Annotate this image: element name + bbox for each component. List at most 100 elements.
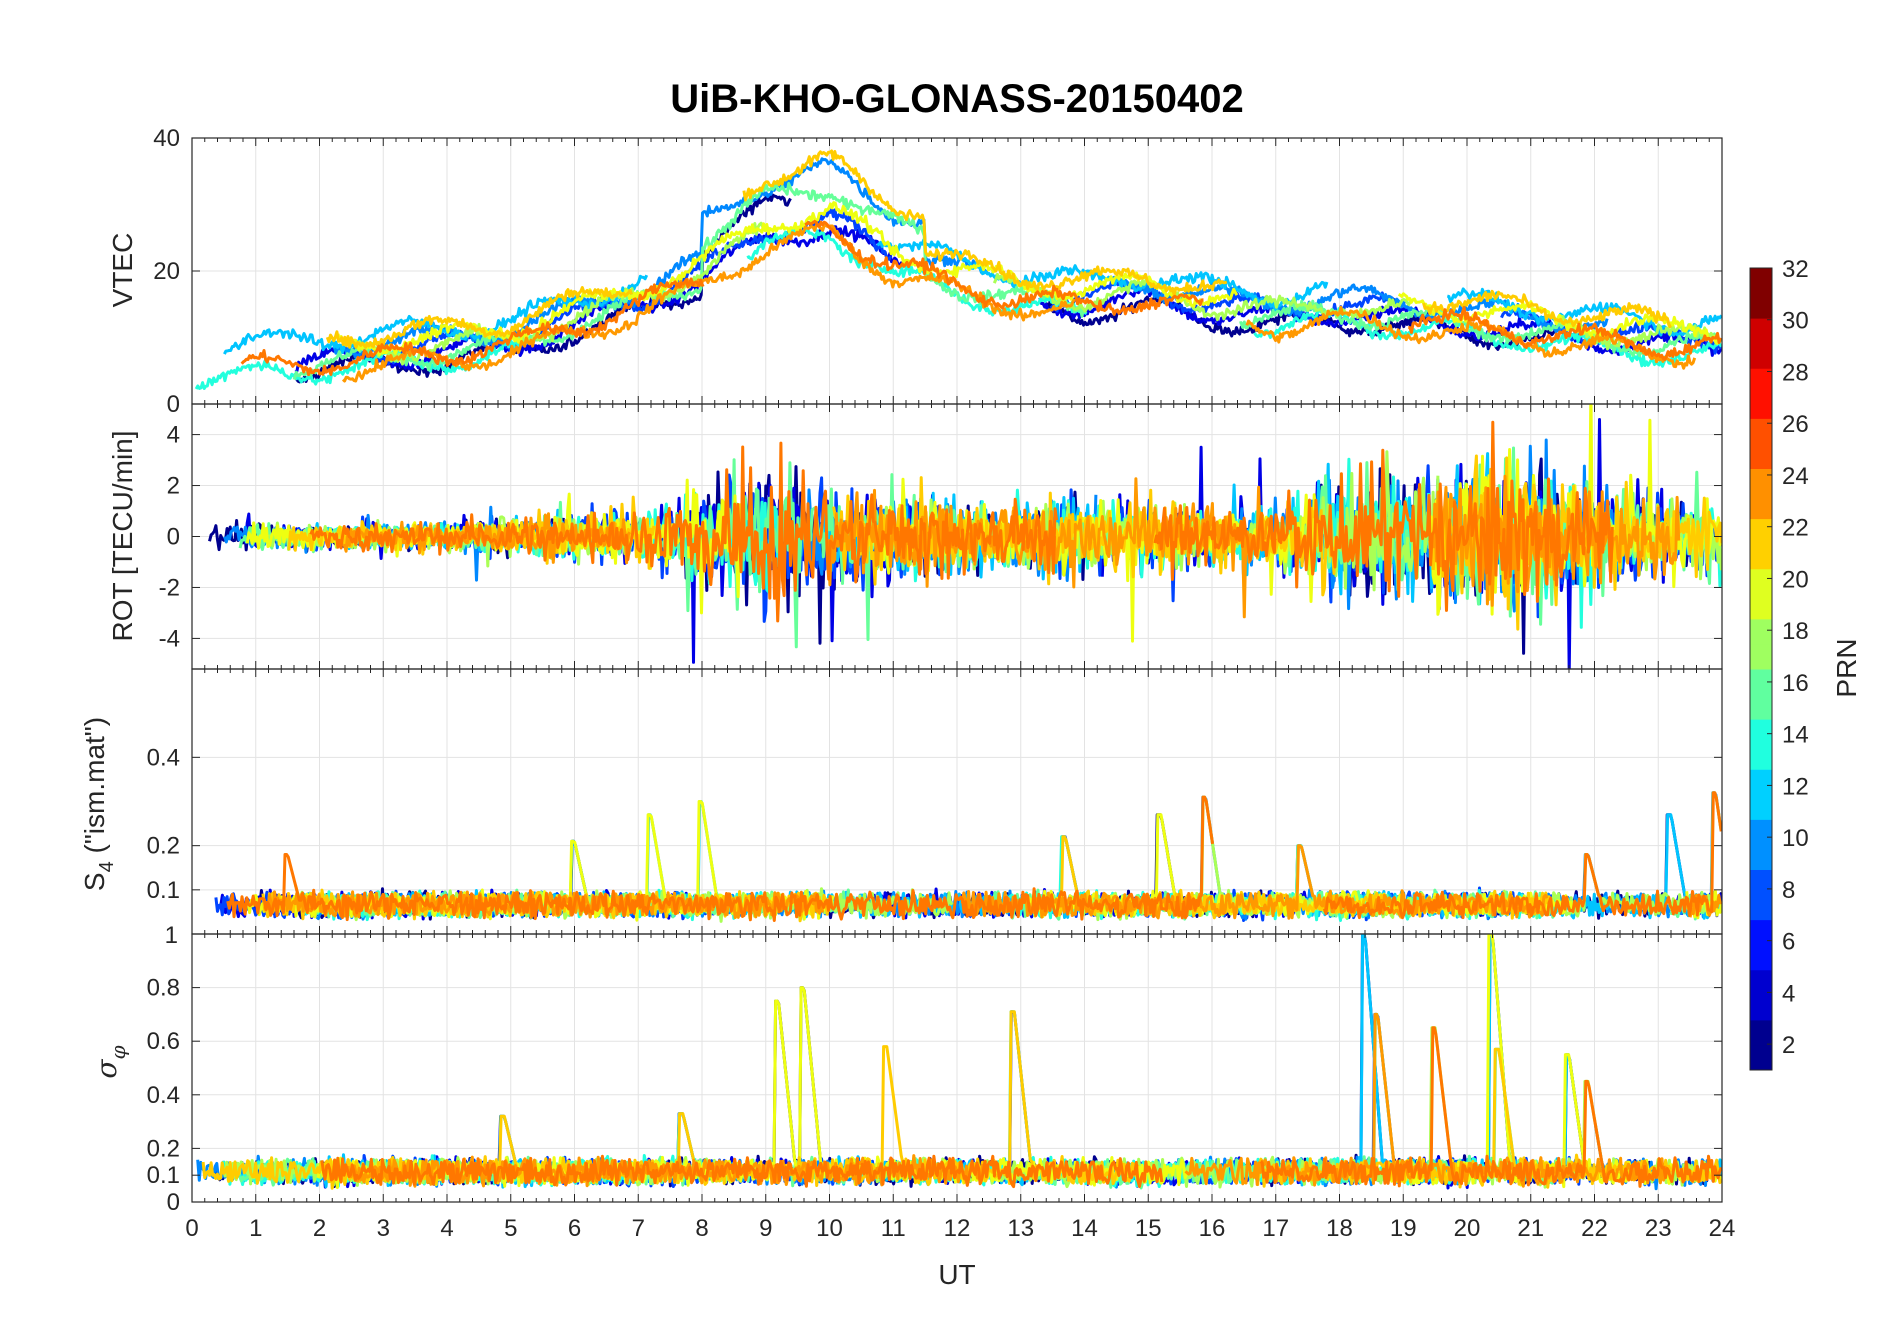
x-tick-label: 22 xyxy=(1581,1215,1608,1242)
series-line xyxy=(1408,305,1722,362)
x-tick-label: 23 xyxy=(1645,1215,1672,1242)
colorbar-segment xyxy=(1750,844,1772,870)
series-line xyxy=(1239,299,1722,358)
x-tick-label: 17 xyxy=(1262,1215,1289,1242)
y-tick-label: 0.4 xyxy=(147,1082,180,1109)
y-axis-label: ROT [TECU/min] xyxy=(107,430,138,641)
colorbar-segment xyxy=(1750,794,1772,820)
colorbar-segment xyxy=(1750,869,1772,896)
colorbar-tick-label: 28 xyxy=(1782,359,1809,386)
colorbar-segment xyxy=(1750,618,1772,645)
x-tick-label: 8 xyxy=(695,1215,708,1242)
y-tick-label: 0.8 xyxy=(147,975,180,1002)
y-tick-label: 0.6 xyxy=(147,1028,180,1055)
colorbar-segment xyxy=(1750,343,1772,369)
x-tick-label: 4 xyxy=(440,1215,453,1242)
x-axis-label: UT xyxy=(938,1259,975,1290)
ytick-label-top-1: 1 xyxy=(165,922,178,949)
series-line xyxy=(1263,934,1577,1187)
colorbar-segment xyxy=(1750,268,1772,294)
series-line xyxy=(226,795,1215,922)
colorbar-tick-label: 20 xyxy=(1782,566,1809,593)
colorbar-tick-label: 16 xyxy=(1782,670,1809,697)
x-tick-label: 6 xyxy=(568,1215,581,1242)
series-line xyxy=(1153,420,1614,612)
x-tick-label: 24 xyxy=(1709,1215,1736,1242)
colorbar-segment xyxy=(1750,568,1772,595)
colorbar-segment xyxy=(1750,543,1772,570)
colorbar-segment xyxy=(1750,318,1772,344)
series-line xyxy=(1244,934,1722,1188)
colorbar-tick-label: 6 xyxy=(1782,929,1795,956)
colorbar-segment xyxy=(1750,643,1772,670)
colorbar-label: PRN xyxy=(1831,638,1862,697)
colorbar-segment xyxy=(1750,669,1772,695)
y-tick-label: 0.2 xyxy=(147,833,180,860)
series-line xyxy=(1049,279,1406,323)
x-tick-label: 5 xyxy=(504,1215,517,1242)
y-tick-label: 0 xyxy=(167,524,180,551)
y-axis-label: σφ xyxy=(90,1045,130,1078)
y-axis-label: S4 ("ism.mat") xyxy=(79,717,118,891)
series-line xyxy=(292,182,1086,380)
colorbar-segment xyxy=(1750,1044,1772,1071)
colorbar-segment xyxy=(1750,969,1772,996)
colorbar-segment xyxy=(1750,293,1772,319)
series-line xyxy=(1111,275,1609,337)
colorbar-tick-label: 24 xyxy=(1782,463,1809,490)
y-tick-label: -2 xyxy=(159,574,180,601)
colorbar-segment xyxy=(1750,919,1772,946)
series-line xyxy=(665,986,1131,1188)
series-line xyxy=(325,286,634,349)
panel-vtec: 0 20 40 VTEC xyxy=(107,125,1723,418)
x-tick-label: 21 xyxy=(1517,1215,1544,1242)
x-tick-label: 13 xyxy=(1007,1215,1034,1242)
series-group xyxy=(196,934,1722,1191)
x-tick-label: 15 xyxy=(1135,1215,1162,1242)
series-line xyxy=(294,225,905,374)
series-line xyxy=(1259,1026,1722,1188)
y-tick-label: 2 xyxy=(167,473,180,500)
x-tick-label: 18 xyxy=(1326,1215,1353,1242)
colorbar-segment xyxy=(1750,744,1772,770)
series-line xyxy=(316,986,1189,1190)
y-tick-label: 20 xyxy=(153,258,180,285)
colorbar-segment xyxy=(1750,944,1772,971)
y-tick-label: 0.4 xyxy=(147,744,180,771)
series-group xyxy=(194,149,1722,390)
y-tick-label: 0.2 xyxy=(147,1135,180,1162)
series-line xyxy=(1322,791,1722,920)
series-line xyxy=(309,441,1059,623)
y-axis-label: VTEC xyxy=(107,233,138,308)
x-tick-label: 19 xyxy=(1390,1215,1417,1242)
series-line xyxy=(240,277,705,377)
x-tick-label: 16 xyxy=(1199,1215,1226,1242)
x-tick-label: 7 xyxy=(632,1215,645,1242)
y-tick-label: 0.1 xyxy=(147,877,180,904)
y-tick-label: 0.1 xyxy=(147,1162,180,1189)
series-group xyxy=(208,404,1722,669)
colorbar-segment xyxy=(1750,393,1772,419)
colorbar-tick-label: 30 xyxy=(1782,308,1809,335)
colorbar-segment xyxy=(1750,1019,1772,1046)
colorbar-tick-label: 22 xyxy=(1782,515,1809,542)
x-tick-label: 2 xyxy=(313,1215,326,1242)
colorbar-tick-label: 14 xyxy=(1782,722,1809,749)
x-tick-label: 20 xyxy=(1454,1215,1481,1242)
y-tick-label: 0 xyxy=(167,391,180,418)
x-tick-label: 3 xyxy=(377,1215,390,1242)
series-group xyxy=(214,791,1722,923)
colorbar-segment xyxy=(1750,493,1772,520)
x-tick-label: 10 xyxy=(816,1215,843,1242)
colorbar-tick-label: 12 xyxy=(1782,773,1809,800)
series-line xyxy=(1431,474,1681,607)
colorbar-segment xyxy=(1750,418,1772,444)
colorbar-segment xyxy=(1750,769,1772,795)
series-line xyxy=(341,223,1076,383)
y-tick-label: 0 xyxy=(167,1189,180,1216)
colorbar-tick-label: 32 xyxy=(1782,256,1809,283)
chart-title: UiB-KHO-GLONASS-20150402 xyxy=(670,77,1244,121)
y-tick-label: -4 xyxy=(159,625,180,652)
series-line xyxy=(742,149,1228,297)
